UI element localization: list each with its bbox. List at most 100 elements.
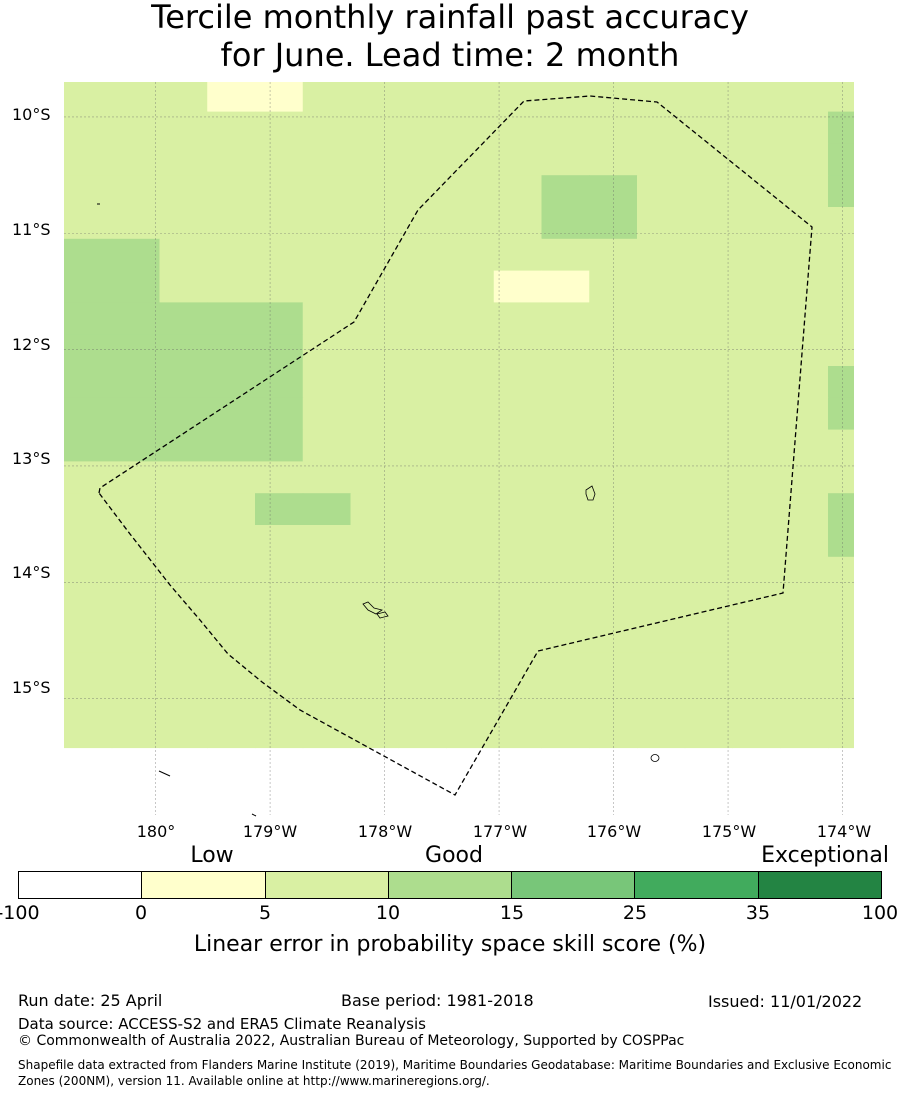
skill-cell: [302, 715, 351, 749]
skill-cell: [446, 620, 495, 653]
skill-cell: [398, 429, 447, 462]
skill-cell: [541, 397, 590, 431]
colorbar-title: Linear error in probability space skill …: [193, 932, 707, 957]
skill-cell: [780, 493, 829, 526]
skill-cell: [828, 493, 854, 526]
skill-cell: [637, 302, 686, 335]
skill-cell: [637, 429, 686, 462]
skill-cell: [159, 238, 208, 272]
skill-cell: [541, 366, 590, 399]
lon-label: 175°W: [701, 822, 757, 841]
skill-cell: [64, 620, 113, 653]
skill-cell: [828, 270, 854, 303]
skill-cell: [111, 493, 160, 526]
colorbar-segment: [265, 872, 389, 898]
skill-cell: [541, 82, 590, 113]
skill-cell: [207, 684, 256, 717]
skill-cell: [255, 429, 304, 462]
skill-cell: [493, 397, 542, 431]
skill-cell: [350, 143, 399, 176]
skill-cell: [302, 493, 351, 526]
skill-cell: [111, 556, 160, 590]
skill-cell: [780, 207, 829, 240]
skill-cell: [207, 111, 256, 144]
lon-label: 179°W: [242, 822, 298, 841]
skill-cell: [684, 143, 733, 176]
skill-cell: [302, 175, 351, 208]
skill-cell: [732, 652, 781, 685]
skill-cell: [732, 684, 781, 717]
skill-cell: [684, 238, 733, 272]
skill-cell: [493, 238, 542, 272]
skill-cell: [493, 207, 542, 240]
skill-cell: [446, 366, 495, 399]
skill-cell: [398, 556, 447, 590]
skill-cell: [493, 175, 542, 208]
eez-boundary: [98, 95, 813, 796]
skill-cell: [780, 556, 829, 590]
skill-cell: [541, 302, 590, 335]
skill-cell: [732, 429, 781, 462]
skill-cell: [302, 366, 351, 399]
skill-cell: [780, 334, 829, 367]
skill-cell: [207, 82, 256, 113]
skill-cell: [64, 715, 113, 749]
skill-cell: [828, 620, 854, 653]
skill-cell: [446, 302, 495, 335]
skill-cell: [541, 684, 590, 717]
skill-cell: [302, 684, 351, 717]
skill-cell: [350, 111, 399, 144]
skill-cell: [637, 397, 686, 431]
skill-cell: [64, 461, 113, 494]
issued-date: Issued: 11/01/2022: [708, 992, 863, 1011]
data-source: Data source: ACCESS-S2 and ERA5 Climate …: [18, 1015, 426, 1033]
skill-cell: [255, 270, 304, 303]
skill-cell: [589, 556, 638, 590]
skill-cell: [302, 525, 351, 558]
skill-cell: [684, 334, 733, 367]
skill-cell: [64, 493, 113, 526]
skill-cell: [828, 82, 854, 113]
skill-cell: [446, 397, 495, 431]
skill-cell: [684, 429, 733, 462]
skill-cell: [732, 175, 781, 208]
island-outline-7: [251, 813, 257, 817]
lon-label: 180°: [136, 822, 176, 841]
skill-cell: [493, 143, 542, 176]
skill-cell: [684, 207, 733, 240]
skill-cell: [350, 366, 399, 399]
skill-cell: [780, 270, 829, 303]
skill-cell: [732, 461, 781, 494]
skill-cell: [302, 397, 351, 431]
skill-cell: [637, 684, 686, 717]
skill-cell: [780, 461, 829, 494]
skill-cell: [446, 175, 495, 208]
colorbar-tick: 15: [499, 902, 525, 924]
skill-cell: [302, 556, 351, 590]
colorbar-tick: 25: [622, 902, 648, 924]
skill-cell: [398, 397, 447, 431]
category-low: Low: [190, 843, 234, 868]
island-outline-4: [650, 754, 660, 762]
skill-cell: [207, 175, 256, 208]
skill-cell: [637, 525, 686, 558]
skill-cell: [111, 207, 160, 240]
skill-cell: [637, 620, 686, 653]
skill-cell: [780, 620, 829, 653]
skill-cell: [64, 238, 113, 272]
colorbar-segment: [635, 872, 759, 898]
skill-cell: [398, 270, 447, 303]
skill-cell: [255, 715, 304, 749]
skill-cell: [732, 270, 781, 303]
skill-cell: [541, 111, 590, 144]
skill-cell: [350, 429, 399, 462]
skill-cell: [350, 175, 399, 208]
skill-cell: [255, 302, 304, 335]
skill-cell: [780, 684, 829, 717]
skill-cell: [398, 334, 447, 367]
skill-cell: [350, 588, 399, 621]
skill-cell: [302, 238, 351, 272]
skill-cell: [780, 82, 829, 113]
skill-cell: [828, 525, 854, 558]
skill-cell: [732, 397, 781, 431]
